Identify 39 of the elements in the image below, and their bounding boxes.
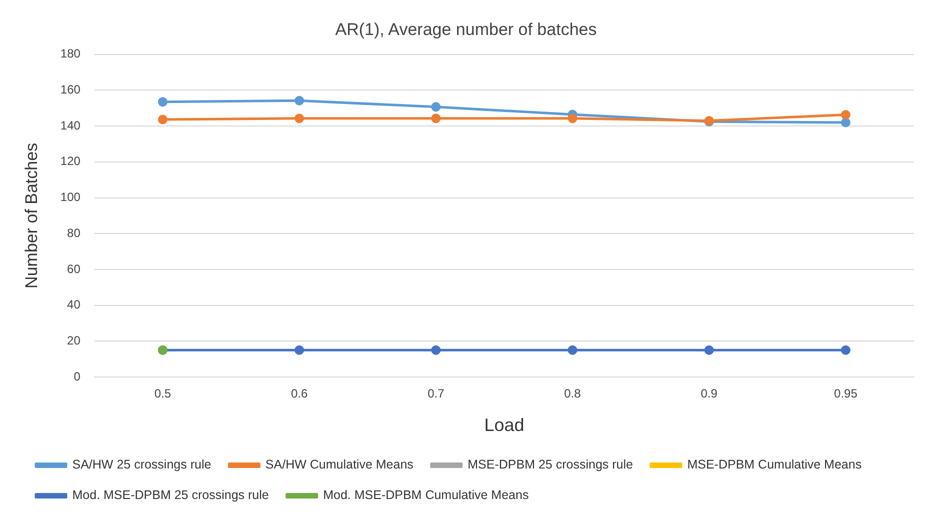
point bbox=[431, 102, 441, 112]
y-tick-label: 20 bbox=[67, 333, 81, 348]
x-axis-title: Load bbox=[484, 415, 524, 436]
legend-label: Mod. MSE-DPBM 25 crossings rule bbox=[72, 488, 269, 502]
y-tick-label: 40 bbox=[67, 298, 81, 312]
legend-label: MSE-DPBM 25 crossings rule bbox=[468, 458, 634, 472]
y-axis-title: Number of Batches bbox=[22, 142, 41, 288]
chart-title: AR(1), Average number of batches bbox=[335, 20, 597, 39]
point bbox=[294, 345, 304, 355]
y-tick-label: 160 bbox=[60, 82, 81, 97]
point bbox=[294, 96, 304, 106]
x-tick-label: 0.8 bbox=[564, 386, 582, 401]
y-tick-label: 0 bbox=[74, 369, 81, 384]
point bbox=[431, 345, 441, 355]
x-tick-label: 0.6 bbox=[290, 386, 308, 401]
legend-label: MSE-DPBM Cumulative Means bbox=[687, 458, 862, 472]
point bbox=[840, 345, 850, 355]
y-tick-label: 100 bbox=[60, 190, 81, 204]
x-tick-label: 0.9 bbox=[700, 386, 718, 401]
y-tick-label: 140 bbox=[60, 118, 81, 132]
y-tick-label: 120 bbox=[60, 154, 81, 168]
point bbox=[840, 118, 850, 128]
x-tick-label: 0.5 bbox=[154, 386, 172, 401]
point bbox=[840, 110, 850, 120]
legend-label: Mod. MSE-DPBM Cumulative Means bbox=[323, 488, 529, 502]
y-tick-label: 180 bbox=[60, 46, 81, 61]
y-tick-label: 60 bbox=[67, 262, 81, 276]
legend-label: SA/HW 25 crossings rule bbox=[72, 458, 212, 472]
point bbox=[158, 114, 168, 124]
x-tick-label: 0.95 bbox=[834, 386, 858, 401]
x-tick-label: 0.7 bbox=[428, 386, 445, 401]
point bbox=[568, 114, 578, 124]
legend-label: SA/HW Cumulative Means bbox=[265, 458, 414, 472]
point bbox=[431, 114, 441, 124]
point bbox=[704, 345, 714, 355]
point bbox=[568, 345, 578, 355]
point bbox=[158, 97, 168, 107]
point bbox=[294, 114, 304, 124]
y-tick-label: 80 bbox=[67, 226, 81, 240]
